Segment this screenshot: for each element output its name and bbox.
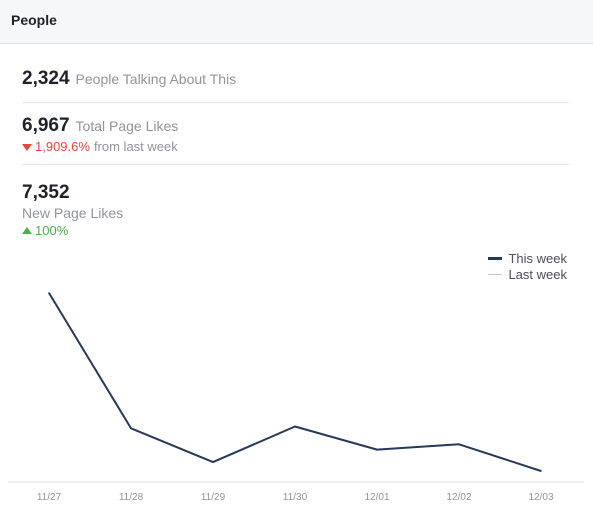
legend-swatch-last-week (488, 273, 503, 275)
section-header: People (0, 0, 593, 44)
data-point[interactable] (48, 292, 50, 294)
divider (22, 102, 569, 103)
x-tick-label: 11/29 (201, 492, 226, 503)
x-tick-label: 11/30 (283, 492, 308, 503)
divider (22, 164, 569, 165)
x-tick-label: 12/01 (364, 492, 389, 503)
total-likes-stat: 6,967 Total Page Likes 1,909.6% from las… (22, 115, 178, 154)
total-likes-value: 6,967 (22, 115, 70, 136)
legend-last-week-label: Last week (508, 266, 567, 282)
x-tick-label: 11/28 (119, 492, 144, 503)
x-tick-label: 12/03 (528, 492, 553, 503)
total-likes-change: 1,909.6% from last week (22, 139, 178, 154)
legend-swatch-this-week (488, 256, 503, 260)
legend-this-week: This week (488, 250, 567, 266)
total-likes-label: Total Page Likes (75, 118, 179, 134)
legend-this-week-label: This week (508, 250, 567, 266)
chart-legend: This week Last week (488, 250, 567, 282)
data-point[interactable] (212, 461, 214, 463)
data-point[interactable] (540, 470, 542, 472)
talking-about-label: People Talking About This (75, 71, 237, 87)
data-point[interactable] (376, 448, 378, 451)
data-point[interactable] (294, 425, 296, 428)
data-point[interactable] (130, 427, 132, 430)
down-arrow-icon (22, 143, 32, 151)
new-likes-label: New Page Likes (22, 205, 124, 221)
new-likes-stat: 7,352 New Page Likes 100% (22, 182, 123, 238)
total-likes-change-suffix: from last week (93, 139, 178, 154)
new-likes-change: 100% (22, 223, 123, 238)
total-likes-change-value: 1,909.6% (35, 139, 90, 154)
talking-about-value: 2,324 (22, 68, 70, 89)
legend-last-week: Last week (488, 266, 567, 282)
x-tick-label: 12/02 (446, 492, 471, 503)
new-likes-value: 7,352 (22, 182, 70, 203)
new-likes-change-value: 100% (35, 223, 69, 238)
up-arrow-icon (22, 227, 32, 234)
x-tick-label: 11/27 (37, 492, 62, 503)
section-title: People (11, 12, 57, 28)
data-point[interactable] (458, 443, 460, 446)
series-line-this-week (48, 292, 542, 472)
talking-about-stat: 2,324 People Talking About This (22, 68, 236, 90)
